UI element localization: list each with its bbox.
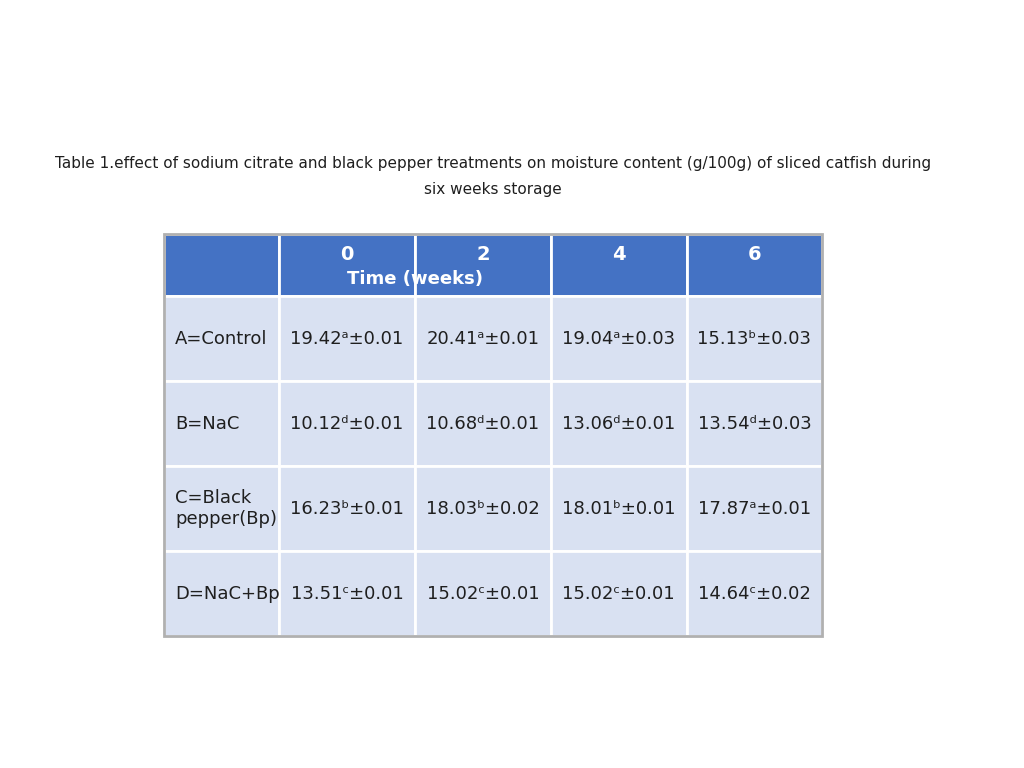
Bar [686, 382, 822, 466]
Text: 2: 2 [476, 244, 489, 263]
Text: 0: 0 [340, 244, 353, 263]
Text: 19.04ᵃ±0.03: 19.04ᵃ±0.03 [562, 330, 675, 348]
Bar [415, 382, 551, 466]
Text: 15.13ᵇ±0.03: 15.13ᵇ±0.03 [697, 330, 811, 348]
Text: 19.42ᵃ±0.01: 19.42ᵃ±0.01 [291, 330, 403, 348]
Bar [164, 382, 280, 466]
Text: 18.03ᵇ±0.02: 18.03ᵇ±0.02 [426, 500, 540, 518]
Bar [551, 382, 686, 466]
Bar [415, 551, 551, 636]
Bar [164, 296, 280, 382]
Bar [280, 296, 415, 382]
Text: 13.06ᵈ±0.01: 13.06ᵈ±0.01 [562, 415, 675, 433]
Bar [551, 466, 686, 551]
Text: six weeks storage: six weeks storage [424, 182, 562, 197]
Text: Table 1.effect of sodium citrate and black pepper treatments on moisture content: Table 1.effect of sodium citrate and bla… [55, 156, 931, 170]
Text: Time (weeks): Time (weeks) [347, 270, 483, 288]
Text: 13.51ᶜ±0.01: 13.51ᶜ±0.01 [291, 584, 403, 603]
Bar [686, 296, 822, 382]
Bar [686, 466, 822, 551]
Bar [415, 466, 551, 551]
Text: 4: 4 [612, 244, 626, 263]
Text: C=Black
pepper(Bp): C=Black pepper(Bp) [175, 489, 278, 528]
Bar [164, 234, 280, 296]
Text: 6: 6 [748, 244, 761, 263]
Text: D=NaC+Bp: D=NaC+Bp [175, 584, 280, 603]
Bar [415, 296, 551, 382]
Bar [551, 551, 686, 636]
Text: 10.68ᵈ±0.01: 10.68ᵈ±0.01 [426, 415, 540, 433]
Bar [280, 234, 415, 296]
Text: 15.02ᶜ±0.01: 15.02ᶜ±0.01 [562, 584, 675, 603]
Text: A=Control: A=Control [175, 330, 267, 348]
Bar [164, 466, 280, 551]
Bar [164, 234, 822, 636]
Text: 15.02ᶜ±0.01: 15.02ᶜ±0.01 [427, 584, 540, 603]
Bar [164, 551, 280, 636]
Text: 17.87ᵃ±0.01: 17.87ᵃ±0.01 [698, 500, 811, 518]
Text: 18.01ᵇ±0.01: 18.01ᵇ±0.01 [562, 500, 676, 518]
Text: 20.41ᵃ±0.01: 20.41ᵃ±0.01 [426, 330, 540, 348]
Bar [415, 234, 551, 296]
Text: 13.54ᵈ±0.03: 13.54ᵈ±0.03 [697, 415, 811, 433]
Bar [280, 466, 415, 551]
Bar [280, 382, 415, 466]
Text: 16.23ᵇ±0.01: 16.23ᵇ±0.01 [290, 500, 403, 518]
Text: 14.64ᶜ±0.02: 14.64ᶜ±0.02 [698, 584, 811, 603]
Bar [686, 234, 822, 296]
Text: 10.12ᵈ±0.01: 10.12ᵈ±0.01 [291, 415, 403, 433]
Bar [280, 551, 415, 636]
Text: B=NaC: B=NaC [175, 415, 240, 433]
Bar [551, 296, 686, 382]
Bar [686, 551, 822, 636]
Bar [551, 234, 686, 296]
